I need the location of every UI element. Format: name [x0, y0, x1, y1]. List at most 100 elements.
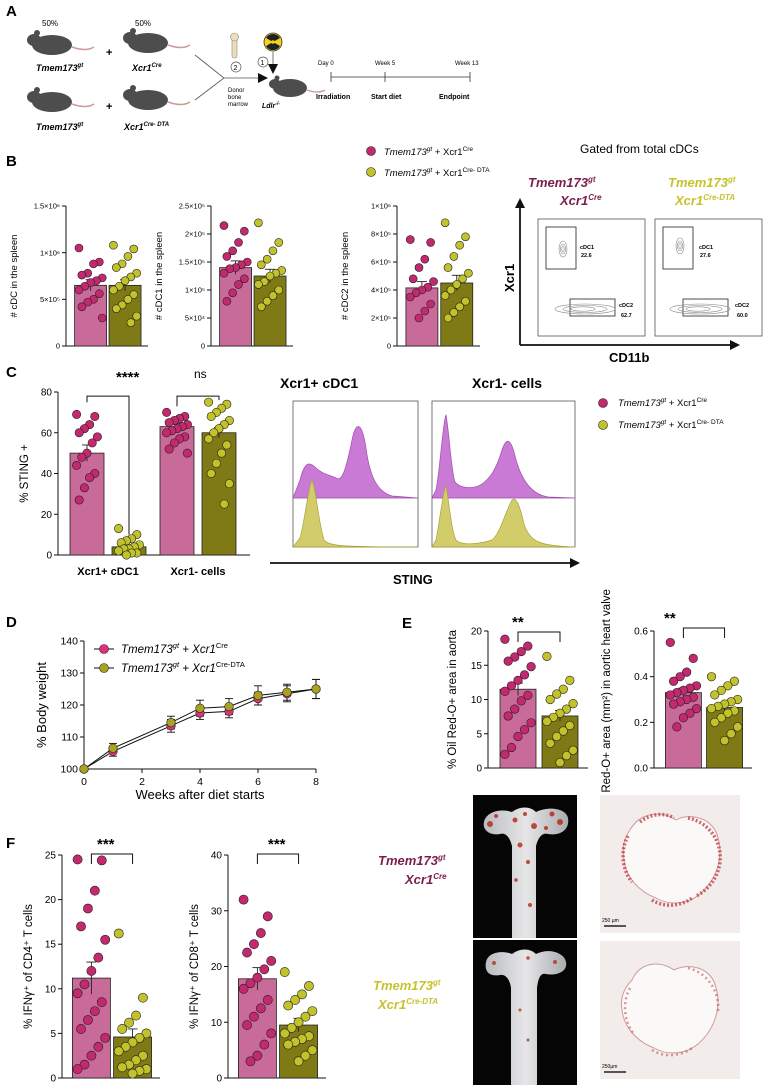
data-point	[162, 407, 172, 417]
data-point	[74, 285, 84, 295]
data-point	[420, 254, 430, 264]
sig-e-right: **	[664, 610, 676, 627]
data-point	[127, 1068, 138, 1079]
data-point	[169, 438, 179, 448]
significance-bracket	[90, 853, 134, 864]
histograms: Xcr1+ cDC1 Xcr1- cells STING	[270, 375, 580, 587]
data-point	[89, 259, 98, 269]
data-point	[283, 1000, 294, 1011]
x-tick-label: 0	[81, 776, 87, 788]
data-point	[109, 240, 118, 250]
gate-cdc2-ko-value: 60.0	[737, 313, 748, 319]
data-point	[141, 1028, 152, 1039]
group-f-wt-line1: Tmem173gt	[378, 853, 446, 868]
legend-wt-label: Tmem173gt + Xcr1Cre	[384, 146, 473, 158]
data-point	[240, 226, 249, 236]
data-point	[77, 302, 87, 312]
data-point	[206, 468, 216, 478]
group-label-wt-b: Tmem173gt Xcr1Cre	[528, 175, 602, 208]
data-point	[726, 729, 736, 739]
data-point	[222, 440, 232, 450]
data-point	[249, 1011, 259, 1022]
legend-c-dot-wt	[598, 398, 608, 408]
data-point	[516, 696, 526, 706]
gate-cdc1-ko	[662, 226, 694, 270]
y-axis-title: # cDC1 in the spleen	[154, 232, 165, 320]
data-point	[542, 651, 552, 661]
data-point	[513, 675, 523, 685]
data-point	[209, 428, 219, 438]
recipient-label: Ldlr-/-	[262, 101, 280, 110]
data-point	[123, 252, 133, 261]
data-point	[93, 1041, 104, 1052]
y-axis-title: % IFNγ⁺ of CD8⁺ T cells	[189, 904, 201, 1029]
mouse-icon	[123, 28, 191, 53]
data-point	[268, 291, 278, 300]
data-point	[72, 409, 82, 419]
data-point	[555, 708, 565, 718]
data-point	[266, 1028, 277, 1039]
data-point	[426, 238, 435, 247]
x-tick-label: 6	[255, 776, 261, 788]
data-point	[266, 956, 277, 966]
data-point	[222, 252, 232, 261]
y-tick-label: 10	[211, 1018, 223, 1029]
significance-bracket	[86, 395, 130, 535]
data-point	[558, 684, 568, 694]
data-point	[510, 652, 520, 662]
data-point	[414, 313, 424, 323]
data-point	[74, 243, 84, 253]
data-point	[255, 1003, 266, 1014]
sig-f-right: ***	[268, 836, 286, 853]
data-point	[245, 978, 256, 989]
data-point	[164, 418, 174, 428]
data-point	[219, 268, 229, 278]
panel-letter-e: E	[402, 615, 412, 632]
data-point	[710, 690, 720, 700]
data-point	[134, 1032, 145, 1043]
step1-number: 1	[261, 60, 265, 67]
y-tick-label: 130	[60, 668, 78, 680]
data-point	[117, 1062, 128, 1073]
data-point	[568, 745, 578, 755]
data-point	[443, 313, 453, 323]
legend-d-dot-ko	[99, 663, 109, 673]
x-tick-label: 4	[197, 776, 203, 788]
y-tick-label: 20	[211, 962, 223, 973]
group-f-wt-line2: Xcr1Cre	[404, 872, 447, 887]
legend-ko-label: Tmem173gt + Xcr1Cre- DTA	[384, 167, 490, 179]
data-point	[516, 646, 526, 657]
data-point	[452, 280, 462, 289]
flow-x-label: CD11b	[609, 350, 650, 365]
legend-c-ko-label: Tmem173gt + Xcr1Cre- DTA	[618, 419, 724, 431]
gated-title: Gated from total cDCs	[580, 142, 699, 156]
sig-c-right: ns	[194, 367, 207, 381]
data-point	[138, 992, 148, 1003]
data-point	[76, 921, 86, 932]
y-axis-title: % STING +	[19, 444, 31, 503]
data-point	[565, 720, 575, 731]
significance-bracket	[176, 395, 220, 407]
data-point	[542, 716, 552, 727]
y-tick-label: 4×10⁵	[371, 286, 391, 295]
data-point	[257, 302, 266, 312]
data-point	[86, 1050, 97, 1061]
data-point	[195, 703, 205, 713]
data-point	[79, 483, 89, 493]
data-point	[238, 983, 249, 994]
data-point	[72, 854, 83, 865]
y-tick-label: 10	[45, 984, 57, 995]
data-point	[124, 1017, 135, 1028]
y-tick-label: 6×10⁵	[371, 258, 391, 267]
y-tick-label: 0	[216, 1074, 222, 1085]
y-tick-label: 0.6	[634, 627, 648, 638]
chart-ifng-cd8: 0 10 20 30 40 % IFNγ⁺ of CD8⁺ T cells	[189, 851, 326, 1085]
data-point	[234, 238, 243, 247]
data-point	[523, 641, 533, 651]
legend-c: Tmem173gt + Xcr1Cre Tmem173gt + Xcr1Cre-…	[598, 397, 724, 431]
y-tick-label: 20	[45, 895, 57, 906]
gate-cdc1-wt-label: cDC1	[580, 245, 594, 251]
y-tick-label: 0.4	[634, 672, 648, 683]
data-point	[114, 546, 124, 556]
data-point	[311, 684, 321, 694]
